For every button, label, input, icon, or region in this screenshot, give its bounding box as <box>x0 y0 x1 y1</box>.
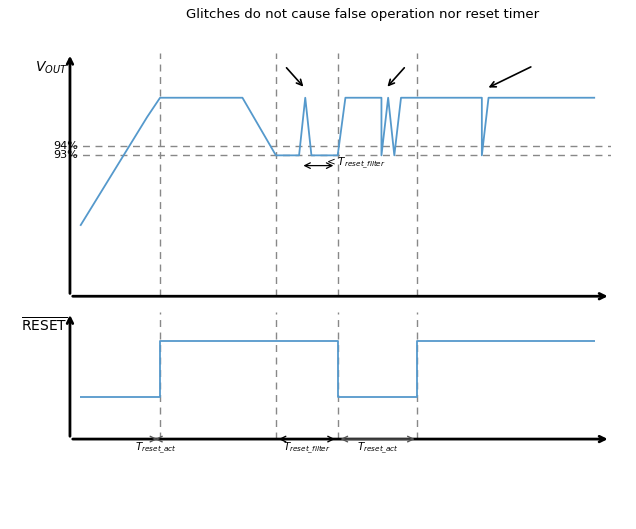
Text: Glitches do not cause false operation nor reset timer: Glitches do not cause false operation no… <box>186 8 539 21</box>
Text: $\overline{\mathrm{RESET}}$: $\overline{\mathrm{RESET}}$ <box>21 316 67 334</box>
Text: $T_{reset\_act}$: $T_{reset\_act}$ <box>357 441 399 456</box>
Text: 94%: 94% <box>53 141 78 151</box>
Text: $T_{reset\_act}$: $T_{reset\_act}$ <box>135 441 177 456</box>
Text: < $T_{reset\_filter}$: < $T_{reset\_filter}$ <box>326 156 386 171</box>
Text: $V_{OUT}$: $V_{OUT}$ <box>34 59 67 76</box>
Text: 93%: 93% <box>53 150 78 160</box>
Text: $T_{reset\_filter}$: $T_{reset\_filter}$ <box>283 441 331 456</box>
